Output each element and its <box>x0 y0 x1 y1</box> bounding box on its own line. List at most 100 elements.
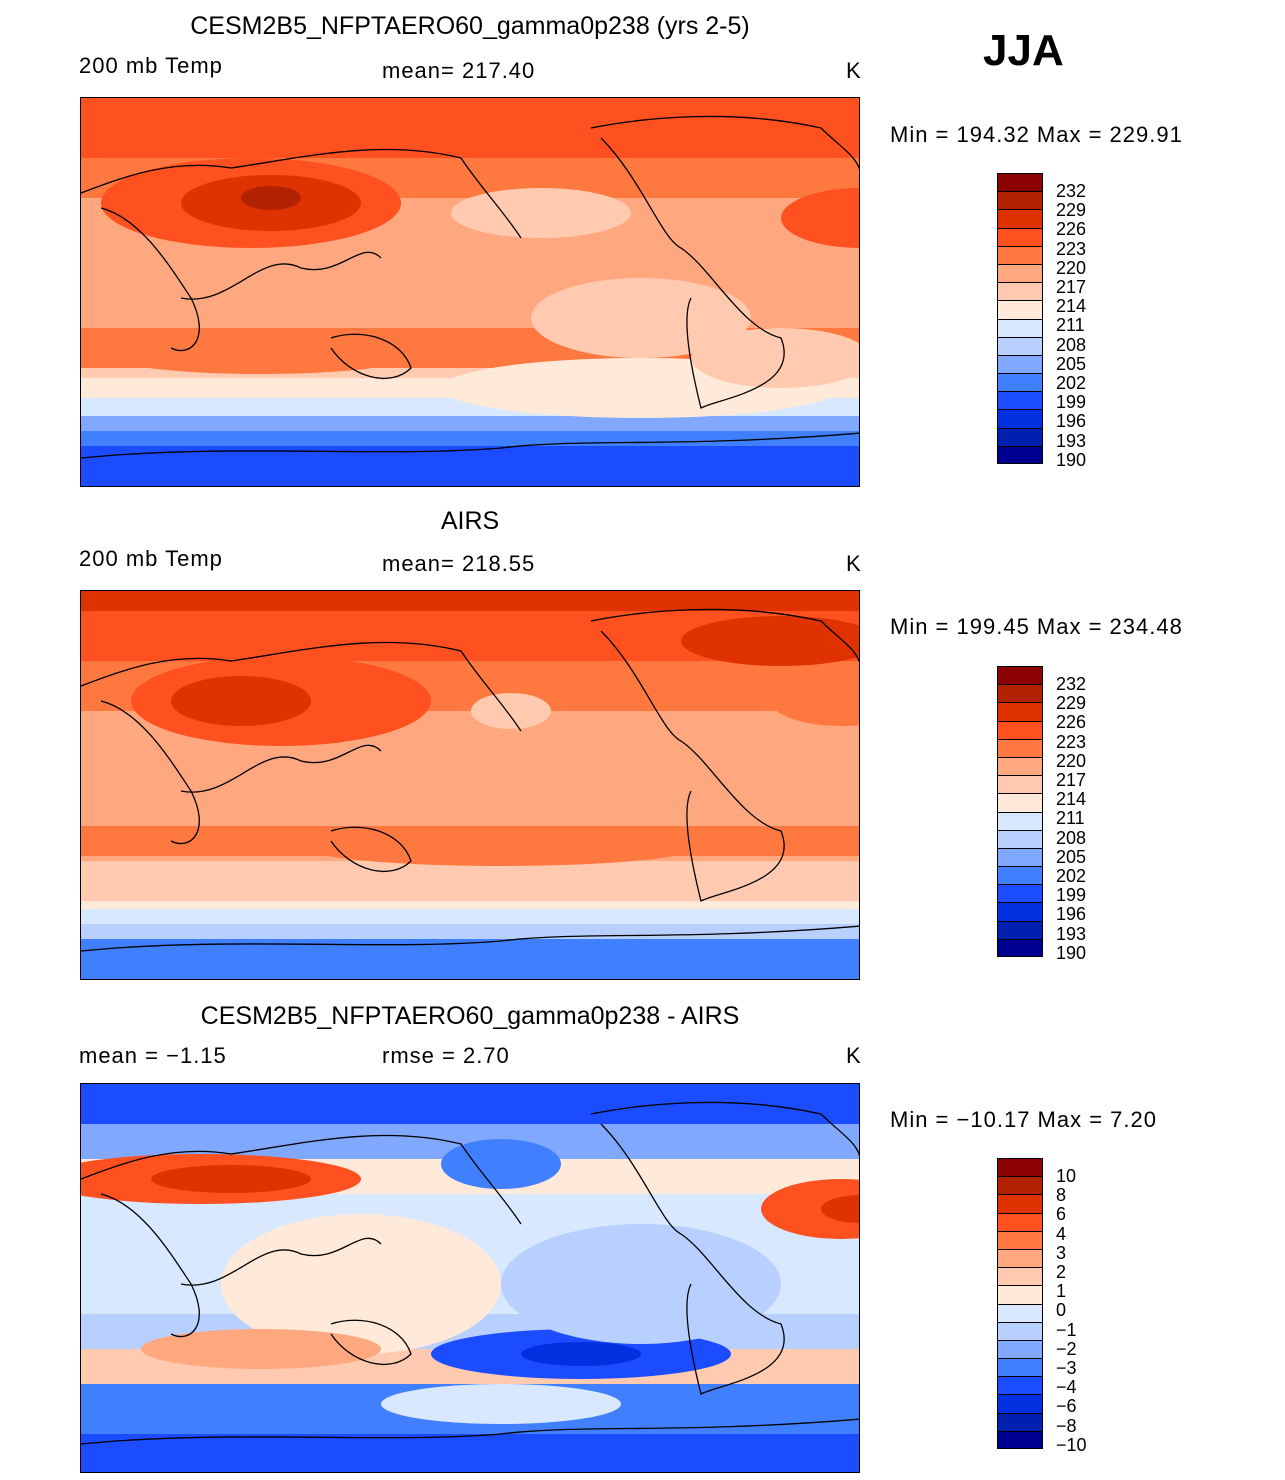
coastline <box>600 1123 785 1395</box>
contour-band <box>81 909 859 924</box>
contour-band <box>81 861 859 901</box>
colorbar-swatch <box>997 1267 1043 1286</box>
colorbar-tick-label: 196 <box>1056 411 1087 432</box>
colorbar-swatch <box>997 1230 1043 1249</box>
colorbar-swatch <box>997 1358 1043 1377</box>
colorbar-tick-label: 193 <box>1056 430 1087 451</box>
colorbar-swatch <box>997 1303 1043 1322</box>
contour-band <box>81 591 859 611</box>
colorbar <box>997 666 1043 957</box>
minmax-label: Min = 194.32 Max = 229.91 <box>890 122 1183 147</box>
colorbar-swatch <box>997 300 1043 319</box>
contour-band <box>81 431 859 446</box>
contour-band <box>81 446 859 486</box>
colorbar-tick-label: 8 <box>1056 1185 1067 1206</box>
coastline <box>81 148 522 239</box>
colorbar-swatch <box>997 1176 1043 1195</box>
coastline <box>180 744 382 793</box>
colorbar-swatch <box>997 902 1043 921</box>
contour-region <box>681 616 859 666</box>
colorbar-tick-label: 6 <box>1056 1204 1067 1225</box>
colorbar-swatch <box>997 811 1043 830</box>
colorbar-tick-label: 208 <box>1056 334 1087 355</box>
colorbar-tick-label: 232 <box>1056 181 1087 201</box>
contour-field <box>81 98 859 486</box>
variable-label: 200 mb Temp <box>79 53 223 78</box>
colorbar-swatch <box>997 391 1043 410</box>
variable-label: 200 mb Temp <box>79 546 223 571</box>
colorbar-tick-label: 223 <box>1056 731 1087 752</box>
colorbar-tick-label: 196 <box>1056 904 1087 925</box>
colorbar-tick-label: 226 <box>1056 712 1087 733</box>
contour-region <box>151 1165 311 1193</box>
contour-region <box>501 1224 781 1344</box>
colorbar-swatch <box>997 847 1043 867</box>
contour-region <box>171 676 311 726</box>
colorbar-tick-label: 217 <box>1056 277 1087 297</box>
colorbar-tick-label: 3 <box>1056 1242 1067 1263</box>
coastline <box>81 1418 859 1445</box>
contour-region <box>771 676 859 726</box>
colorbar-tick-label: 208 <box>1056 827 1087 848</box>
colorbar-swatch <box>997 775 1043 794</box>
colorbar-tick-label: −1 <box>1056 1319 1077 1340</box>
colorbar-swatch <box>997 227 1043 246</box>
colorbar-tick-label: 211 <box>1056 315 1085 336</box>
colorbar-tick-label: 220 <box>1056 750 1087 771</box>
panel-title: CESM2B5_NFPTAERO60_gamma0p238 - AIRS <box>200 1002 740 1030</box>
mean-label: mean= 218.55 <box>382 551 536 576</box>
panel-title: CESM2B5_NFPTAERO60_gamma0p238 (yrs 2-5) <box>190 12 750 40</box>
coastline <box>590 1101 859 1156</box>
contour-band <box>81 901 859 909</box>
mean-label: mean = −1.15 <box>79 1043 227 1068</box>
colorbar-tick-label: 223 <box>1056 238 1087 259</box>
minmax-label: Min = −10.17 Max = 7.20 <box>890 1107 1157 1132</box>
coastline <box>590 115 859 170</box>
contour-band <box>81 1084 859 1124</box>
colorbar-swatch <box>997 173 1043 192</box>
coastline <box>600 137 785 409</box>
contour-band <box>81 924 859 939</box>
colorbar-swatch <box>997 1248 1043 1268</box>
minmax-label: Min = 199.45 Max = 234.48 <box>890 614 1183 639</box>
rmse-label: rmse = 2.70 <box>382 1043 510 1068</box>
units-label: K <box>846 551 862 576</box>
coastline <box>330 333 412 380</box>
contour-band <box>81 98 859 158</box>
colorbar-tick-label: 190 <box>1056 942 1087 963</box>
colorbar-tick-label: −3 <box>1056 1358 1077 1378</box>
colorbar-tick-label: 217 <box>1056 770 1087 790</box>
coastline <box>180 1237 382 1286</box>
contour-region <box>781 188 859 248</box>
colorbar-tick-label: 4 <box>1056 1223 1067 1244</box>
colorbar-swatch <box>997 702 1043 721</box>
contour-field <box>81 1084 859 1472</box>
colorbar-tick-label: 226 <box>1056 219 1087 240</box>
contour-field <box>81 591 859 979</box>
colorbar-swatch <box>997 866 1043 885</box>
units-label: K <box>846 1043 862 1068</box>
colorbar-swatch <box>997 666 1043 685</box>
colorbar-tick-label: 193 <box>1056 923 1087 944</box>
coastline <box>600 630 785 902</box>
temperature-map <box>80 97 860 487</box>
coastline <box>180 251 382 300</box>
contour-region <box>451 188 631 238</box>
coastline <box>81 641 522 732</box>
colorbar-swatch <box>997 884 1043 903</box>
colorbar-swatch <box>997 318 1043 337</box>
colorbar-swatch <box>997 1412 1043 1431</box>
colorbar-swatch <box>997 756 1043 776</box>
colorbar-tick-label: 199 <box>1056 885 1087 906</box>
colorbar-swatch <box>997 354 1043 374</box>
colorbar-swatch <box>997 1285 1043 1304</box>
colorbar-swatch <box>997 409 1043 428</box>
colorbar-swatch <box>997 282 1043 301</box>
colorbar-swatch <box>997 263 1043 283</box>
contour-band <box>81 416 859 431</box>
contour-region <box>221 1214 501 1354</box>
contour-region <box>821 1195 859 1223</box>
colorbar-tick-label: 1 <box>1056 1281 1067 1302</box>
coastline <box>81 1134 522 1225</box>
colorbar-swatch <box>997 1194 1043 1213</box>
